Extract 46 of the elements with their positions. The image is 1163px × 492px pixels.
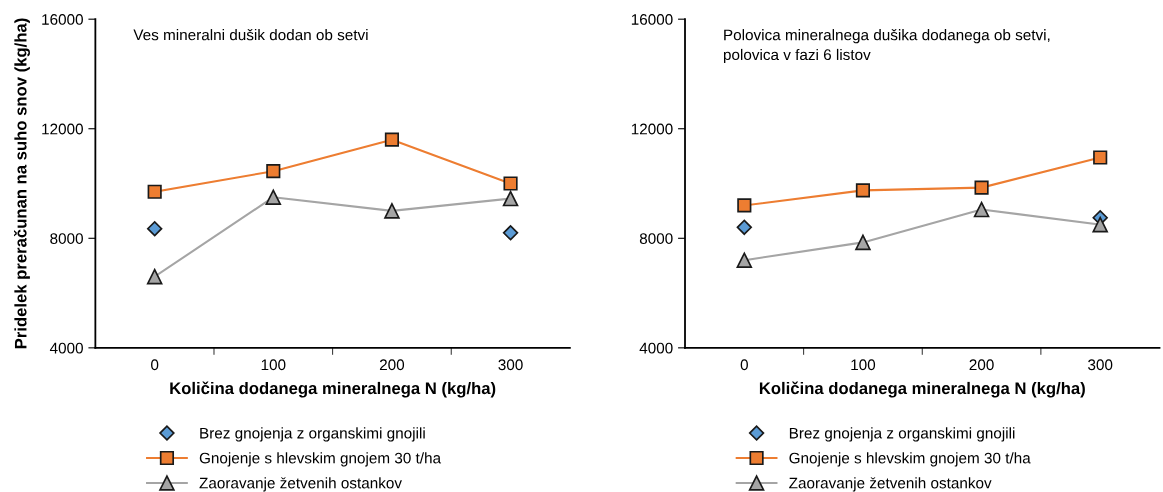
y-tick-label: 8000 bbox=[50, 233, 83, 244]
x-tick-label: 200 bbox=[379, 359, 405, 371]
y-tick-label: 16000 bbox=[631, 14, 673, 25]
legend-label: Brez gnojenja z organskimi gnojili bbox=[200, 427, 425, 442]
text: Polovica mineralnega dušika dodanega ob setvi, polovica v fazi 6 listov bbox=[723, 29, 1050, 64]
x-tick-label: 300 bbox=[1088, 359, 1113, 371]
point bbox=[736, 219, 753, 236]
y-tick-label: 4000 bbox=[639, 342, 673, 354]
point bbox=[266, 164, 281, 179]
y-tick-label: 12000 bbox=[631, 123, 673, 135]
point bbox=[502, 190, 519, 207]
x-tick-label: 0 bbox=[151, 359, 159, 371]
legend-label: Zaoravanje žetvenih ostankov bbox=[789, 477, 992, 492]
x-axis-title: Količina dodanega mineralnega N (kg/ha) bbox=[759, 381, 1085, 398]
text: Ves mineralni dušik dodan ob setvi bbox=[133, 29, 368, 41]
x-tick-label: 100 bbox=[851, 359, 876, 371]
legend-label: Brez gnojenja z organskimi gnojili bbox=[789, 427, 1015, 442]
point bbox=[855, 234, 871, 251]
y-tick-label: 16000 bbox=[42, 14, 83, 25]
point bbox=[147, 184, 162, 199]
legend-label: Gnojenje s hlevskim gnojem 30 t/ha bbox=[789, 452, 1031, 467]
legend-label: Gnojenje s hlevskim gnojem 30 t/ha bbox=[199, 452, 442, 467]
x-tick-label: 0 bbox=[740, 359, 748, 371]
point bbox=[973, 201, 990, 218]
point bbox=[146, 268, 163, 285]
point bbox=[736, 252, 753, 268]
point bbox=[146, 220, 163, 237]
point bbox=[384, 132, 400, 147]
point bbox=[855, 183, 871, 198]
point bbox=[1093, 150, 1108, 165]
point bbox=[1092, 216, 1108, 233]
point bbox=[503, 176, 518, 191]
point bbox=[502, 225, 519, 241]
y-tick-label: 4000 bbox=[49, 342, 83, 354]
point bbox=[384, 203, 400, 219]
y-tick-label: 8000 bbox=[639, 233, 673, 244]
y-tick-label: 12000 bbox=[42, 123, 83, 135]
y-axis-title: Pridelek preračunan na suho snov (kg/ha) bbox=[14, 18, 30, 349]
x-tick-label: 200 bbox=[969, 359, 994, 371]
x-tick-label: 300 bbox=[498, 359, 523, 371]
point bbox=[737, 198, 752, 213]
point bbox=[974, 180, 989, 195]
x-tick-label: 100 bbox=[261, 359, 286, 371]
point bbox=[265, 189, 282, 205]
x-axis-title: Količina dodanega mineralnega N (kg/ha) bbox=[170, 381, 496, 398]
legend-label: Zaoravanje žetvenih ostankov bbox=[199, 477, 402, 492]
